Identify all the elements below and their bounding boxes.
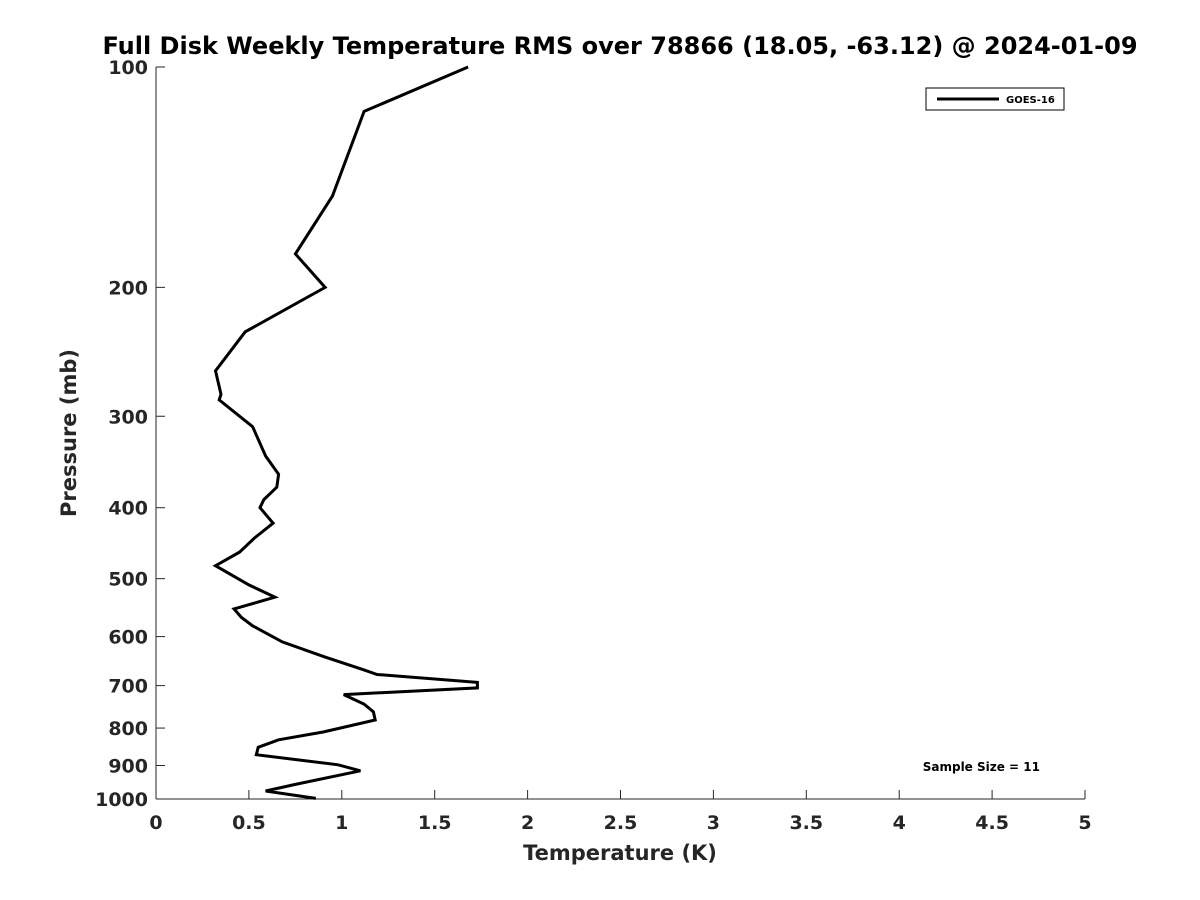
x-tick-label: 2 bbox=[521, 812, 534, 834]
y-axis-label: Pressure (mb) bbox=[57, 349, 81, 517]
series-layer bbox=[212, 65, 479, 800]
x-tick-label: 3.5 bbox=[789, 812, 823, 834]
x-tick-label: 0.5 bbox=[232, 812, 266, 834]
x-tick-label: 1 bbox=[335, 812, 348, 834]
x-tick-label: 1.5 bbox=[418, 812, 452, 834]
x-axis-label: Temperature (K) bbox=[523, 841, 717, 865]
y-tick-label: 200 bbox=[108, 277, 148, 299]
x-tick-label: 5 bbox=[1078, 812, 1091, 834]
x-tick-label: 0 bbox=[149, 812, 162, 834]
x-tick-label: 2.5 bbox=[604, 812, 638, 834]
chart-title: Full Disk Weekly Temperature RMS over 78… bbox=[102, 32, 1137, 60]
y-tick-label: 900 bbox=[108, 756, 148, 778]
y-tick-label: 100 bbox=[108, 57, 148, 79]
y-tick-label: 1000 bbox=[95, 789, 148, 811]
series-line-goes-16 bbox=[212, 65, 479, 800]
x-tick-label: 3 bbox=[707, 812, 720, 834]
legend-label: GOES-16 bbox=[1006, 95, 1055, 106]
x-tick-label: 4.5 bbox=[975, 812, 1009, 834]
axes: 0 0.5 1 1.5 2 2.5 3 3.5 4 4.5 5 100 200 300 400 500 600 7… bbox=[95, 57, 1092, 834]
x-tick-label: 4 bbox=[893, 812, 906, 834]
legend: GOES-16 bbox=[925, 87, 1065, 111]
y-tick-label: 700 bbox=[108, 676, 148, 698]
y-tick-label: 600 bbox=[108, 627, 148, 649]
y-tick-label: 400 bbox=[108, 498, 148, 520]
y-tick-label: 500 bbox=[108, 569, 148, 591]
sample-size-annotation: Sample Size = 11 bbox=[923, 760, 1040, 774]
y-tick-label: 300 bbox=[108, 406, 148, 428]
y-tick-label: 800 bbox=[108, 718, 148, 740]
